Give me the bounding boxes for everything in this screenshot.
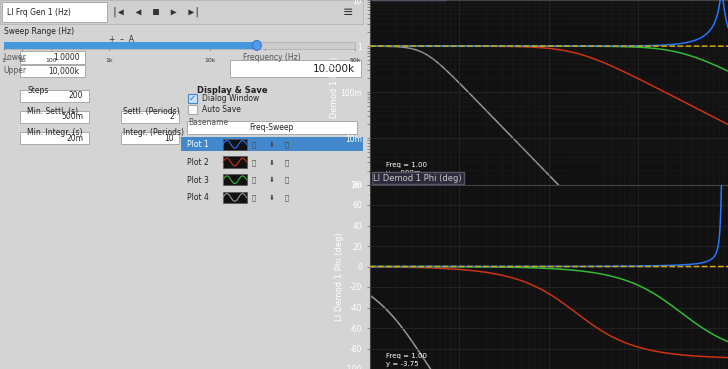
Text: Freq = 1.00
y = 998m: Freq = 1.00 y = 998m	[386, 162, 427, 176]
Text: Auto Save: Auto Save	[202, 105, 241, 114]
FancyBboxPatch shape	[20, 65, 85, 77]
Text: 👁: 👁	[252, 141, 256, 148]
Text: Display & Save: Display & Save	[197, 86, 267, 95]
Text: 2: 2	[170, 113, 174, 121]
FancyBboxPatch shape	[1, 2, 107, 22]
FancyBboxPatch shape	[20, 132, 89, 144]
Text: Min. Integr. (s): Min. Integr. (s)	[27, 128, 83, 137]
Text: ⬇: ⬇	[269, 195, 275, 201]
FancyBboxPatch shape	[122, 111, 180, 123]
Text: Basename: Basename	[189, 118, 229, 127]
FancyBboxPatch shape	[188, 94, 197, 103]
Text: Steps: Steps	[27, 86, 49, 95]
Text: ✓: ✓	[189, 94, 196, 103]
Bar	[223, 192, 247, 203]
Text: ≡: ≡	[343, 6, 353, 19]
FancyBboxPatch shape	[230, 60, 361, 77]
FancyBboxPatch shape	[20, 90, 89, 102]
FancyBboxPatch shape	[122, 132, 180, 144]
Text: Plot 1: Plot 1	[186, 140, 208, 149]
Text: LI Demod 1 Phi (deg): LI Demod 1 Phi (deg)	[373, 174, 462, 183]
Text: 100: 100	[45, 58, 57, 63]
Text: 500m: 500m	[61, 113, 84, 121]
FancyBboxPatch shape	[186, 121, 357, 134]
Text: 10k: 10k	[205, 58, 216, 63]
Text: Sweep Range (Hz): Sweep Range (Hz)	[4, 27, 74, 36]
Text: 10: 10	[18, 58, 25, 63]
FancyBboxPatch shape	[20, 51, 85, 64]
Text: 🗑: 🗑	[285, 194, 288, 201]
Text: Freq-Sweep: Freq-Sweep	[250, 123, 294, 132]
Text: Upper: Upper	[4, 66, 27, 75]
Text: 10.000k: 10.000k	[313, 63, 355, 74]
Text: Settl. (Periods): Settl. (Periods)	[123, 107, 180, 116]
Text: +  –  A: + – A	[108, 35, 134, 44]
Bar	[223, 174, 247, 185]
Text: Lower: Lower	[4, 53, 26, 62]
Text: 🗑: 🗑	[285, 177, 288, 183]
Text: |◀  ◀  ■  ▶  ▶|: |◀ ◀ ■ ▶ ▶|	[112, 7, 200, 17]
Text: 👁: 👁	[252, 159, 256, 166]
Text: 👁: 👁	[252, 177, 256, 183]
Text: 🗑: 🗑	[285, 141, 288, 148]
Text: Plot 4: Plot 4	[186, 193, 209, 202]
FancyBboxPatch shape	[20, 111, 89, 123]
Ellipse shape	[253, 41, 261, 50]
Text: Plot 3: Plot 3	[186, 176, 209, 184]
Bar	[223, 139, 247, 150]
Y-axis label: LI Demod 1 R (V): LI Demod 1 R (V)	[330, 56, 339, 128]
Text: 1k: 1k	[105, 58, 113, 63]
Text: Min. Settl. (s): Min. Settl. (s)	[27, 107, 79, 116]
Text: Frequency (Hz): Frequency (Hz)	[243, 53, 301, 62]
Bar	[181, 137, 363, 151]
Text: 🗑: 🗑	[285, 159, 288, 166]
Text: Integr. (Periods): Integr. (Periods)	[123, 128, 184, 137]
X-axis label: LI Frq Gen 1 (Hz): LI Frq Gen 1 (Hz)	[514, 203, 584, 211]
Text: 👁: 👁	[252, 194, 256, 201]
Text: ⬇: ⬇	[269, 142, 275, 148]
Text: Plot 2: Plot 2	[186, 158, 208, 167]
Y-axis label: LI Demod 1 Phi (deg): LI Demod 1 Phi (deg)	[335, 232, 344, 321]
Text: 1.0000: 1.0000	[53, 53, 80, 62]
Text: ⬇: ⬇	[269, 159, 275, 165]
Bar	[4, 42, 257, 49]
Bar	[223, 156, 247, 168]
Bar	[0, 0, 363, 24]
Text: 10,000k: 10,000k	[49, 67, 80, 76]
Text: 10: 10	[165, 134, 174, 142]
Text: Dialog Window: Dialog Window	[202, 94, 259, 103]
Text: Freq = 1.00
y = -3.75: Freq = 1.00 y = -3.75	[386, 353, 427, 367]
Text: 200: 200	[69, 92, 84, 100]
Text: 20m: 20m	[66, 134, 84, 142]
Text: ⬇: ⬇	[269, 177, 275, 183]
Text: 1: 1	[1, 58, 6, 63]
Bar	[4, 42, 355, 49]
FancyBboxPatch shape	[188, 105, 197, 114]
Text: LI Frq Gen 1 (Hz): LI Frq Gen 1 (Hz)	[7, 8, 71, 17]
Text: 50k: 50k	[349, 58, 361, 63]
